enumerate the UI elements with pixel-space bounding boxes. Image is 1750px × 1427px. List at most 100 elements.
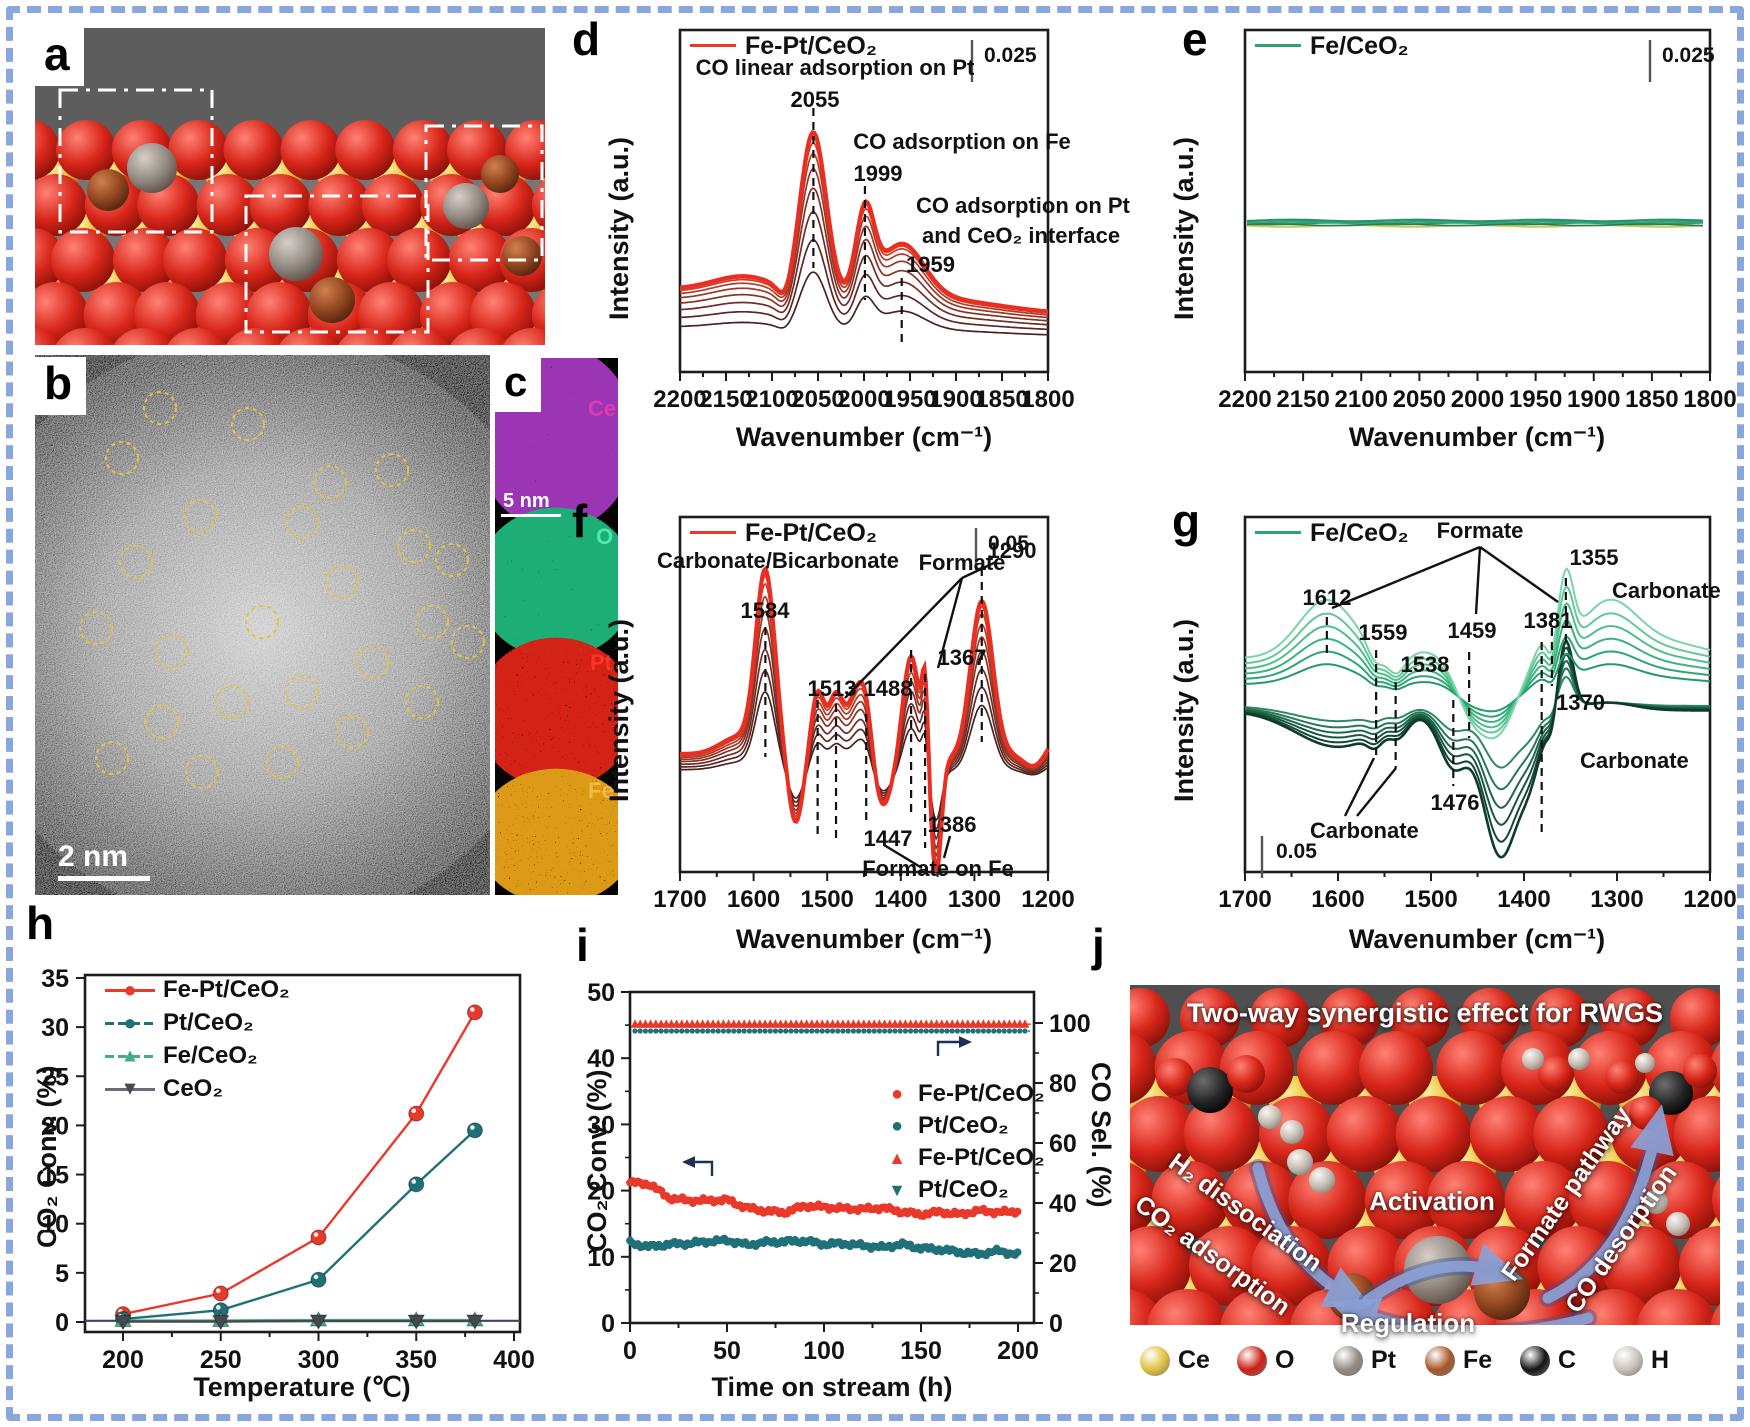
i-legend-label: Pt/CeO₂ <box>918 1176 1009 1203</box>
callout-line <box>1474 546 1482 615</box>
d-ann-co-pt: CO adsorption on Pt <box>916 193 1130 218</box>
data-point <box>407 1314 426 1331</box>
single-atom-circle <box>415 605 449 639</box>
i-legend-item-1: ● Fe-Pt/CeO₂ <box>880 1080 1045 1108</box>
d-legend-line <box>690 43 736 47</box>
g-scalebar-label: 0.05 <box>1276 840 1317 863</box>
single-atom-circle <box>245 605 279 639</box>
e-ylabel: Intensity (a.u.) <box>1169 136 1199 320</box>
tick-label: 10 <box>41 1211 69 1239</box>
f-ann-1488: 1488 <box>863 676 913 701</box>
h-legend-item-pt: ● Pt/CeO₂ <box>105 1009 254 1037</box>
single-atom-circle <box>231 407 265 441</box>
g-ann-1355: 1355 <box>1569 545 1619 570</box>
eds-map-Pt <box>495 637 618 789</box>
tem-scalebar-label: 2 nm <box>58 840 129 873</box>
data-point <box>211 1315 230 1331</box>
tick-label: 1800 <box>1683 386 1736 413</box>
right-axis-arrow <box>936 1036 972 1056</box>
panel-label-c: c <box>495 358 542 412</box>
d-ann-ceo2-interface: and CeO₂ interface <box>922 223 1121 248</box>
o-atom-icon <box>1237 1346 1267 1377</box>
tick-label: 200 <box>102 1346 144 1374</box>
fe-atom-icon <box>1425 1346 1455 1377</box>
tick-label: 1850 <box>975 386 1028 413</box>
tick-label: 1900 <box>1567 386 1620 413</box>
callout-line <box>1343 757 1376 817</box>
h-legend-marker-fe: ▲ <box>105 1046 155 1067</box>
tick-label: 2150 <box>1276 386 1329 413</box>
tick-label: 200 <box>997 1337 1039 1365</box>
d-ann-1999: 1999 <box>853 161 903 186</box>
f-legend-label: Fe-Pt/CeO₂ <box>745 519 877 547</box>
tick-label: 40 <box>1049 1190 1077 1218</box>
tick-label: 1300 <box>1590 886 1643 913</box>
e-legend-line <box>1255 43 1301 47</box>
single-atom-circle <box>435 543 469 577</box>
tick-label: 100 <box>1049 1010 1091 1038</box>
j-legend-item-Pt: Pt <box>1333 1346 1396 1377</box>
panel-label-j: j <box>1092 919 1105 971</box>
ce-atom-icon <box>1140 1346 1170 1377</box>
tick-label: 1850 <box>1625 386 1678 413</box>
j-ann-activation: Activation <box>1369 1186 1495 1216</box>
g-ann-1459: 1459 <box>1447 618 1497 643</box>
tick-label: 1400 <box>1497 886 1550 913</box>
eds-map-label-o: O <box>596 524 614 549</box>
i-legend-item-3: ▲ Fe-Pt/CeO₂ <box>880 1144 1045 1172</box>
g-ann-1612: 1612 <box>1302 585 1352 610</box>
j-legend-item-Ce: Ce <box>1140 1346 1210 1377</box>
j-legend-label: Ce <box>1178 1346 1210 1374</box>
g-ann-carbonate-topright: Carbonate <box>1612 578 1721 603</box>
tick-label: 2000 <box>837 386 890 413</box>
g-ann-carbonate-bottomleft: Carbonate <box>1310 818 1419 843</box>
panel-j-scheme <box>1130 985 1720 1325</box>
d-scalebar-label: 0.025 <box>984 44 1037 67</box>
single-atom-circle <box>143 391 177 425</box>
h-legend-label: Fe/CeO₂ <box>163 1042 258 1069</box>
i-legend-label: Fe-Pt/CeO₂ <box>918 1144 1045 1171</box>
i-legend-label: Fe-Pt/CeO₂ <box>918 1080 1045 1107</box>
eds-map-O <box>495 507 618 659</box>
reaction-arrow-regulation <box>1329 1298 1594 1325</box>
tick-label: 0 <box>623 1337 637 1365</box>
eds-scalebar <box>501 514 561 517</box>
single-atom-circle <box>325 565 359 599</box>
i-legend-marker-2: ● <box>890 1115 904 1138</box>
panel-label-d: d <box>572 13 601 65</box>
h-legend-label: Pt/CeO₂ <box>163 1009 254 1036</box>
callout-line <box>883 843 923 870</box>
h-legend-label: Fe-Pt/CeO₂ <box>163 976 290 1003</box>
tick-label: 1950 <box>883 386 936 413</box>
g-ann-1559: 1559 <box>1358 620 1408 645</box>
g-ann-carbonate-midright: Carbonate <box>1580 748 1689 773</box>
eds-map-label-pt: Pt <box>590 650 612 675</box>
g-ann-1538: 1538 <box>1400 652 1450 677</box>
tick-label: 60 <box>1049 1130 1077 1158</box>
panel-e-spectra: 2200 2150 2100 2050 2000 1950 1900 1850 1800 <box>1218 28 1737 413</box>
data-point <box>408 1105 425 1122</box>
single-atom-circle <box>155 635 189 669</box>
j-title: Two-way synergistic effect for RWGS <box>1186 998 1664 1028</box>
eds-map-label-fe: Fe <box>588 778 614 803</box>
g-ann-formate: Formate <box>1436 518 1524 543</box>
j-legend-label: C <box>1558 1346 1577 1374</box>
tick-label: 20 <box>587 1178 615 1206</box>
tick-label: 2000 <box>1451 386 1504 413</box>
f-ann-formate: Formate <box>918 550 1006 575</box>
tick-label: 25 <box>41 1063 69 1091</box>
j-legend-label: H <box>1651 1346 1670 1374</box>
j-legend-item-Fe: Fe <box>1425 1346 1492 1377</box>
tick-label: 1200 <box>1683 886 1736 913</box>
data-point <box>212 1285 229 1302</box>
i-legend-label: Pt/CeO₂ <box>918 1112 1009 1139</box>
callout-line <box>1331 545 1481 610</box>
g-legend-label: Fe/CeO₂ <box>1310 519 1409 547</box>
panel-a-model <box>35 28 545 345</box>
g-xlabel: Wavenumber (cm⁻¹) <box>1348 924 1606 954</box>
single-atom-circle <box>375 453 409 487</box>
single-atom-circle <box>451 625 485 659</box>
single-atom-circle <box>145 705 179 739</box>
tick-label: 20 <box>1049 1250 1077 1278</box>
tick-label: 50 <box>713 1337 741 1365</box>
